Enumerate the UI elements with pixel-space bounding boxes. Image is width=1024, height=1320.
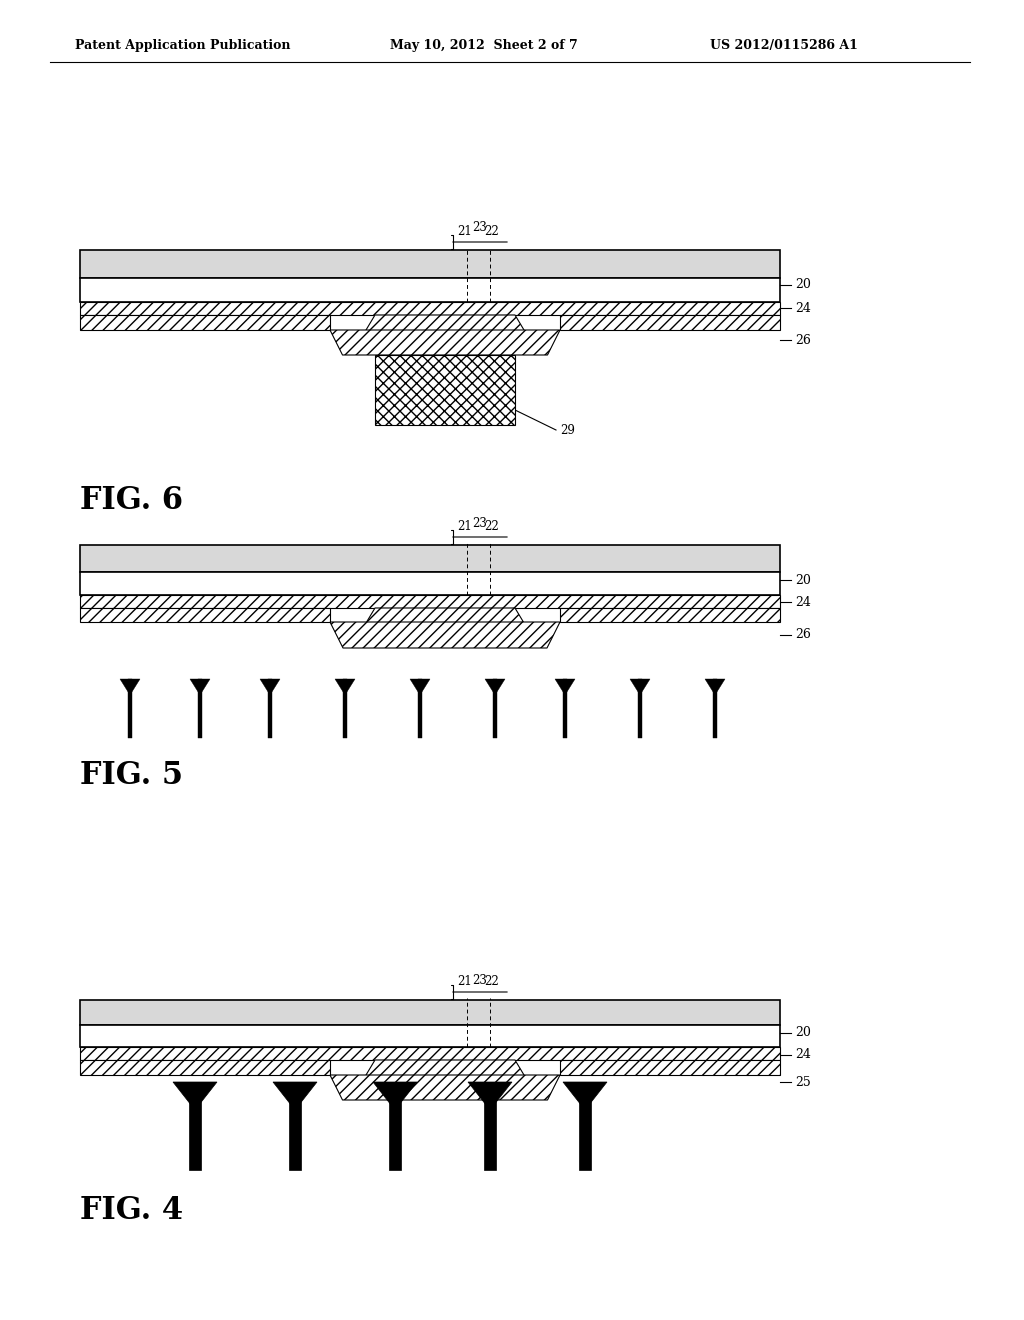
Polygon shape — [418, 678, 422, 738]
Polygon shape — [493, 678, 497, 738]
Text: FIG. 4: FIG. 4 — [80, 1195, 183, 1226]
Text: 20: 20 — [795, 279, 811, 292]
Text: US 2012/0115286 A1: US 2012/0115286 A1 — [710, 38, 858, 51]
Polygon shape — [80, 279, 780, 302]
Text: 24: 24 — [795, 595, 811, 609]
Polygon shape — [357, 609, 534, 638]
Text: 22: 22 — [484, 520, 500, 533]
Polygon shape — [410, 678, 430, 696]
Polygon shape — [80, 302, 780, 315]
Text: 23: 23 — [472, 517, 487, 531]
Polygon shape — [273, 1082, 317, 1110]
Polygon shape — [80, 1001, 780, 1026]
Polygon shape — [468, 1082, 512, 1110]
Polygon shape — [560, 1060, 780, 1074]
Polygon shape — [189, 1082, 201, 1170]
Polygon shape — [198, 678, 202, 738]
Text: FIG. 5: FIG. 5 — [80, 760, 183, 791]
Text: 22: 22 — [484, 224, 500, 238]
Polygon shape — [330, 1074, 560, 1100]
Text: 23: 23 — [472, 220, 487, 234]
Polygon shape — [555, 678, 575, 696]
Polygon shape — [80, 595, 780, 609]
Text: 24: 24 — [795, 301, 811, 314]
Polygon shape — [80, 1060, 330, 1074]
Polygon shape — [713, 678, 717, 738]
Polygon shape — [630, 678, 650, 696]
Polygon shape — [563, 678, 567, 738]
Polygon shape — [80, 315, 330, 330]
Polygon shape — [638, 678, 642, 738]
Polygon shape — [80, 1047, 780, 1060]
Polygon shape — [705, 678, 725, 696]
Text: 26: 26 — [795, 334, 811, 346]
Text: 20: 20 — [795, 1027, 811, 1040]
Text: 26: 26 — [795, 628, 811, 642]
Polygon shape — [80, 545, 780, 572]
Polygon shape — [579, 1082, 591, 1170]
Polygon shape — [375, 355, 515, 425]
Text: 21: 21 — [458, 520, 472, 533]
Polygon shape — [80, 249, 780, 279]
Polygon shape — [128, 678, 132, 738]
Polygon shape — [485, 678, 505, 696]
Polygon shape — [260, 678, 280, 696]
Polygon shape — [190, 678, 210, 696]
Polygon shape — [343, 678, 347, 738]
Text: 20: 20 — [795, 573, 811, 586]
Polygon shape — [80, 572, 780, 595]
Polygon shape — [120, 678, 140, 696]
Polygon shape — [330, 622, 560, 648]
Polygon shape — [357, 315, 534, 345]
Polygon shape — [268, 678, 272, 738]
Polygon shape — [80, 1026, 780, 1047]
Text: 23: 23 — [472, 974, 487, 987]
Polygon shape — [484, 1082, 496, 1170]
Polygon shape — [173, 1082, 217, 1110]
Polygon shape — [357, 1060, 534, 1090]
Polygon shape — [289, 1082, 301, 1170]
Polygon shape — [335, 678, 355, 696]
Polygon shape — [80, 609, 330, 622]
Polygon shape — [563, 1082, 607, 1110]
Polygon shape — [389, 1082, 401, 1170]
Polygon shape — [560, 315, 780, 330]
Polygon shape — [373, 1082, 417, 1110]
Text: 25: 25 — [795, 1076, 811, 1089]
Text: 21: 21 — [458, 224, 472, 238]
Text: 21: 21 — [458, 975, 472, 987]
Polygon shape — [330, 330, 560, 355]
Text: 29: 29 — [560, 424, 574, 437]
Text: FIG. 6: FIG. 6 — [80, 484, 183, 516]
Text: May 10, 2012  Sheet 2 of 7: May 10, 2012 Sheet 2 of 7 — [390, 38, 578, 51]
Text: Patent Application Publication: Patent Application Publication — [75, 38, 291, 51]
Polygon shape — [560, 609, 780, 622]
Text: 24: 24 — [795, 1048, 811, 1061]
Text: 22: 22 — [484, 975, 500, 987]
